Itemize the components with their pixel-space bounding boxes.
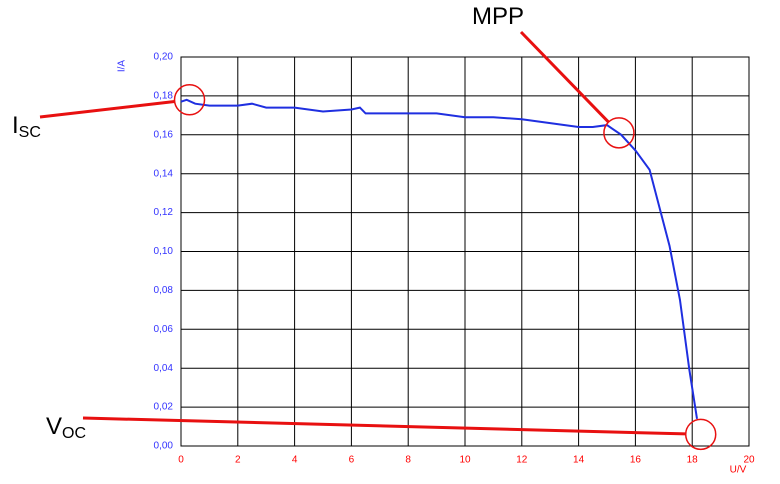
x-tick-label: 4	[292, 455, 298, 466]
plot-frame	[180, 56, 750, 447]
x-tick-label: 14	[573, 455, 585, 466]
y-tick-label: 0,02	[154, 402, 174, 413]
x-tick-label: 8	[405, 455, 411, 466]
annotation-label: ISC	[12, 112, 41, 141]
annotation-text: V	[46, 413, 62, 440]
y-tick-label: 0,16	[154, 129, 174, 140]
x-tick-label: 12	[516, 455, 528, 466]
x-tick-label: 10	[459, 455, 471, 466]
annotation-label: VOC	[46, 413, 86, 442]
annotation-leader	[82, 416, 686, 436]
x-tick-label: 20	[743, 455, 755, 466]
annotation-circle	[684, 418, 717, 451]
annotation-subscript: SC	[19, 124, 41, 141]
y-tick-label: 0,04	[154, 363, 174, 374]
y-tick-label: 0,06	[154, 324, 174, 335]
annotation-leader	[519, 30, 610, 124]
annotation-circle	[603, 117, 635, 149]
y-tick-label: 0,00	[154, 441, 174, 452]
annotation-text: MPP	[472, 3, 524, 30]
annotation-label: MPP	[472, 3, 524, 30]
annotation-text: I	[12, 112, 19, 139]
x-tick-label: 16	[630, 455, 642, 466]
annotation-subscript: OC	[62, 425, 86, 442]
annotation-circle	[173, 84, 206, 116]
y-axis-label: I/A	[117, 60, 128, 73]
y-tick-label: 0,08	[154, 285, 174, 296]
x-tick-label: 18	[687, 455, 699, 466]
y-tick-label: 0,18	[154, 91, 174, 102]
y-tick-label: 0,14	[154, 168, 174, 179]
x-tick-label: 2	[235, 455, 241, 466]
annotation-leader	[39, 100, 175, 119]
y-tick-label: 0,12	[154, 207, 174, 218]
x-axis-label: U/V	[730, 465, 747, 476]
y-tick-label: 0,10	[154, 246, 174, 257]
x-tick-label: 0	[178, 455, 184, 466]
x-tick-label: 6	[349, 455, 355, 466]
y-tick-label: 0,20	[154, 52, 174, 63]
iv-curve	[180, 98, 698, 419]
